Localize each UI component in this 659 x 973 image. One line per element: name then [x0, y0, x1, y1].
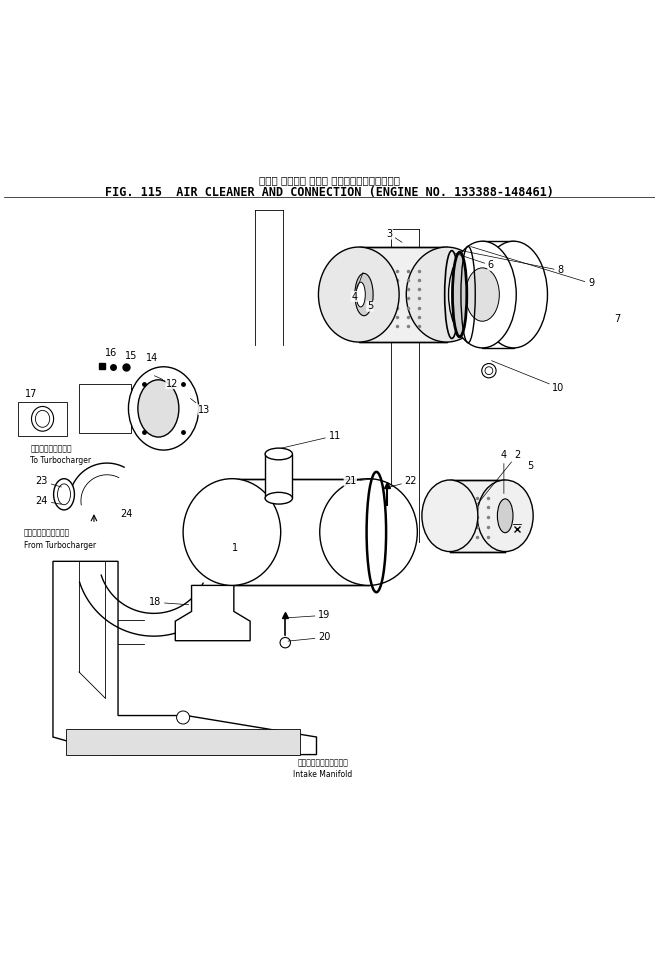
Ellipse shape — [449, 241, 516, 348]
Text: 23: 23 — [36, 477, 61, 487]
Ellipse shape — [280, 637, 291, 648]
Text: 18: 18 — [149, 597, 188, 607]
Ellipse shape — [453, 252, 467, 337]
Ellipse shape — [265, 449, 293, 460]
Text: 11: 11 — [281, 431, 341, 449]
Text: 6: 6 — [455, 253, 494, 270]
Ellipse shape — [485, 367, 493, 375]
Text: 10: 10 — [492, 361, 565, 392]
Ellipse shape — [265, 492, 293, 504]
Ellipse shape — [177, 711, 190, 724]
Ellipse shape — [480, 241, 548, 348]
Text: 13: 13 — [190, 398, 211, 414]
Ellipse shape — [129, 367, 199, 450]
Text: 24: 24 — [36, 496, 61, 506]
Text: 1: 1 — [232, 543, 238, 554]
Polygon shape — [175, 586, 250, 640]
Polygon shape — [482, 241, 513, 348]
Ellipse shape — [53, 479, 74, 510]
Text: 8: 8 — [463, 251, 563, 275]
Ellipse shape — [477, 480, 533, 552]
Text: 7: 7 — [614, 313, 620, 324]
Text: インテークマニホールド
Intake Manifold: インテークマニホールド Intake Manifold — [293, 759, 353, 779]
Polygon shape — [450, 480, 505, 552]
Ellipse shape — [407, 247, 487, 342]
Text: 24: 24 — [121, 509, 132, 519]
Text: ターボチャージャへ
To Turbocharger: ターボチャージャへ To Turbocharger — [30, 445, 92, 465]
Text: 15: 15 — [125, 351, 137, 361]
Ellipse shape — [320, 479, 417, 586]
Ellipse shape — [498, 499, 513, 532]
Ellipse shape — [465, 268, 500, 321]
Text: FIG. 115  AIR CLEANER AND CONNECTION (ENGINE NO. 133388-148461): FIG. 115 AIR CLEANER AND CONNECTION (ENG… — [105, 186, 554, 198]
FancyBboxPatch shape — [18, 402, 67, 436]
Text: 22: 22 — [389, 477, 417, 487]
Text: 4: 4 — [501, 450, 507, 493]
Text: 19: 19 — [288, 610, 330, 621]
Ellipse shape — [355, 273, 373, 315]
Ellipse shape — [318, 247, 399, 342]
Polygon shape — [232, 479, 368, 586]
Text: エアー クリーナ および コネクション　適用号機: エアー クリーナ および コネクション 適用号機 — [259, 175, 400, 186]
Text: 17: 17 — [25, 389, 38, 399]
Text: ターボチャージャから
From Turbocharger: ターボチャージャから From Turbocharger — [24, 528, 96, 550]
Polygon shape — [79, 383, 131, 433]
Ellipse shape — [356, 282, 365, 306]
Ellipse shape — [422, 480, 478, 552]
Text: 9: 9 — [471, 246, 594, 288]
Text: 12: 12 — [154, 376, 178, 388]
Text: 21: 21 — [344, 477, 374, 486]
Text: 5: 5 — [527, 460, 533, 471]
Text: 2: 2 — [478, 450, 520, 504]
Polygon shape — [66, 729, 301, 755]
Text: 14: 14 — [146, 352, 159, 363]
Ellipse shape — [183, 479, 281, 586]
Text: 20: 20 — [288, 632, 330, 642]
Text: 4: 4 — [351, 272, 363, 302]
Ellipse shape — [482, 364, 496, 378]
Text: 16: 16 — [105, 348, 118, 358]
Ellipse shape — [57, 484, 71, 505]
Text: 5: 5 — [366, 302, 373, 311]
FancyBboxPatch shape — [265, 454, 293, 498]
Text: 3: 3 — [386, 229, 402, 242]
Polygon shape — [53, 561, 316, 755]
Ellipse shape — [138, 379, 179, 437]
Polygon shape — [358, 247, 447, 342]
